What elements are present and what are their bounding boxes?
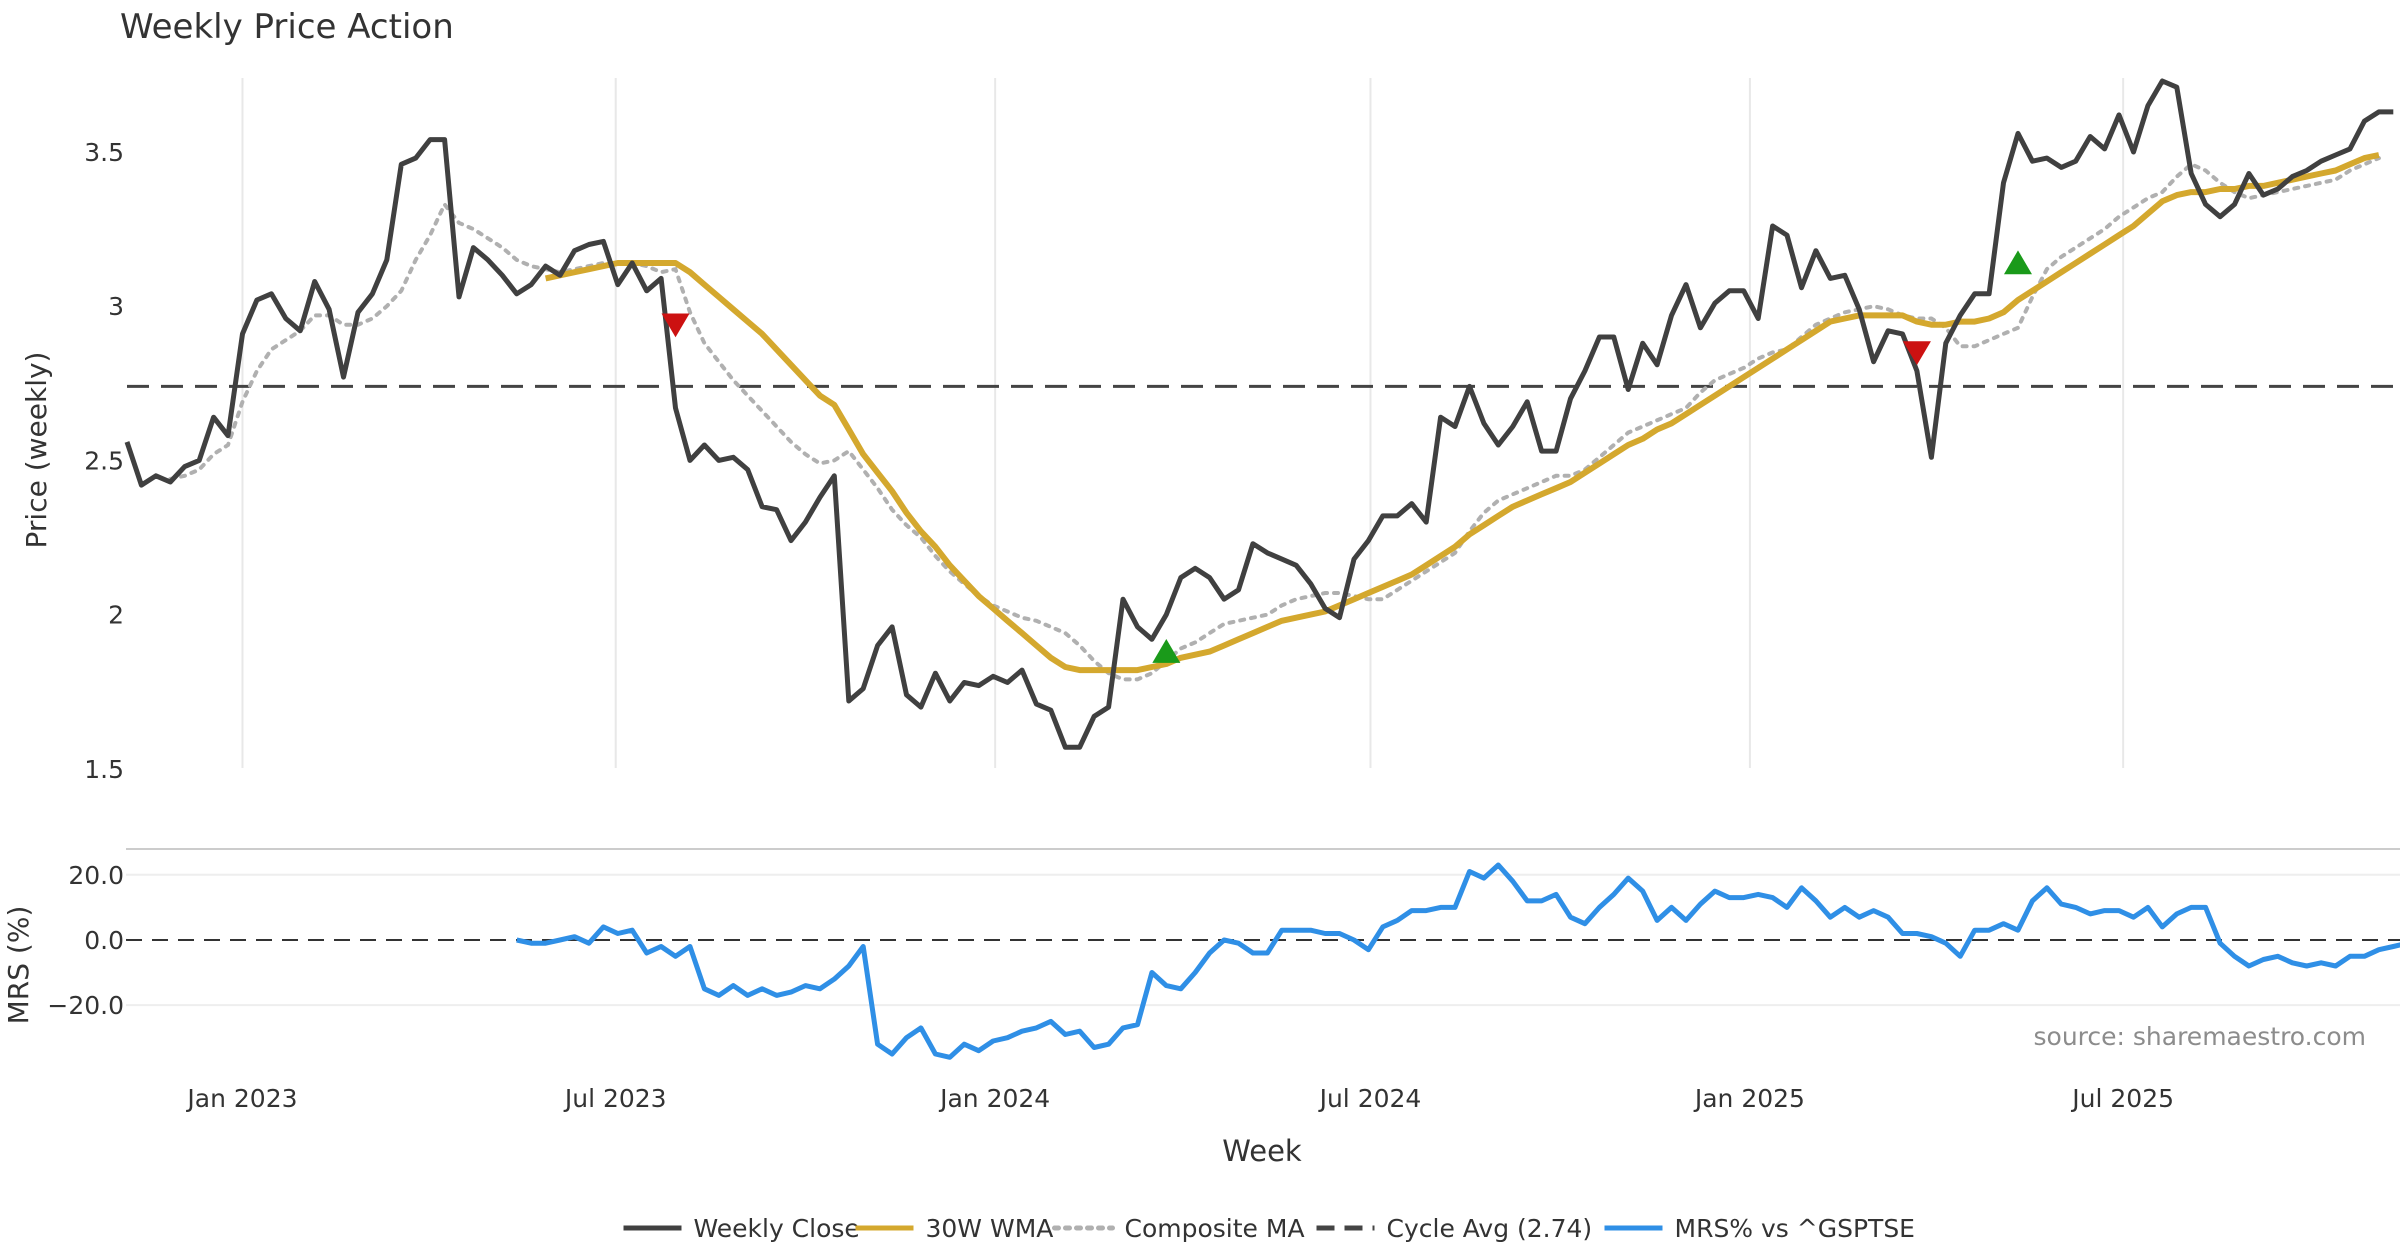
mrs-line [516, 862, 2400, 1060]
sell-signal-marker [1902, 341, 1931, 366]
price-y-tick-label: 2 [108, 601, 124, 630]
price-y-ticks: 1.5 2 2.5 3 3.5 [84, 138, 124, 784]
price-panel: 1.5 2 2.5 3 3.5 Price (weekly) [20, 78, 2400, 784]
price-y-tick-label: 3.5 [84, 138, 124, 167]
chart-title: Weekly Price Action [120, 7, 454, 47]
legend: Weekly Close 30W WMA Composite MA Cycle Avg… [623, 1214, 1915, 1243]
wma-30w-line [544, 152, 2380, 674]
weekly-close-line [124, 78, 2394, 750]
x-tick-label: Jul 2023 [563, 1084, 667, 1113]
source-note: source: sharemaestro.com [2034, 1022, 2367, 1051]
legend-item: 30W WMA [855, 1214, 1054, 1243]
legend-item: Composite MA [1052, 1214, 1305, 1243]
x-tick-label: Jul 2024 [1318, 1084, 1422, 1113]
x-tick-label: Jan 2025 [1693, 1084, 1805, 1113]
mrs-y-tick-label: 0.0 [84, 926, 124, 955]
x-tick-label: Jan 2024 [938, 1084, 1050, 1113]
x-tick-label: Jul 2025 [2070, 1084, 2174, 1113]
mrs-y-axis-label: MRS (%) [2, 906, 35, 1025]
x-tick-label: Jan 2023 [185, 1084, 297, 1113]
x-axis-ticks: Jan 2023 Jul 2023 Jan 2024 Jul 2024 Jan 2025… [185, 1084, 2174, 1113]
legend-item: Weekly Close [623, 1214, 860, 1243]
mrs-y-ticks: 20.0 0.0 −20.0 [47, 861, 124, 1020]
price-y-axis-label: Price (weekly) [20, 352, 53, 549]
mrs-panel: 20.0 0.0 −20.0 MRS (%) source: sharemaestr… [2, 848, 2400, 1060]
sell-signal-marker [661, 313, 690, 338]
buy-signal-marker [1152, 639, 1181, 663]
legend-label: MRS% vs ^GSPTSE [1675, 1214, 1915, 1243]
legend-label: Weekly Close [694, 1214, 860, 1243]
legend-label: Composite MA [1125, 1214, 1305, 1243]
price-y-tick-label: 2.5 [84, 446, 124, 475]
buy-signal-marker [2003, 250, 2032, 275]
price-y-tick-label: 1.5 [84, 755, 124, 784]
composite-ma-line [168, 156, 2381, 682]
legend-item: Cycle Avg (2.74) [1316, 1214, 1593, 1243]
mrs-y-tick-label: 20.0 [68, 861, 124, 890]
mrs-y-tick-label: −20.0 [47, 991, 124, 1020]
legend-label: Cycle Avg (2.74) [1387, 1214, 1593, 1243]
mrs-gridlines [126, 873, 2400, 1007]
price-gridlines [241, 78, 2125, 768]
x-axis-label: Week [1222, 1134, 1302, 1168]
legend-item: MRS% vs ^GSPTSE [1604, 1214, 1915, 1243]
price-y-tick-label: 3 [108, 292, 124, 321]
signal-markers [661, 250, 2032, 663]
legend-label: 30W WMA [926, 1214, 1054, 1243]
